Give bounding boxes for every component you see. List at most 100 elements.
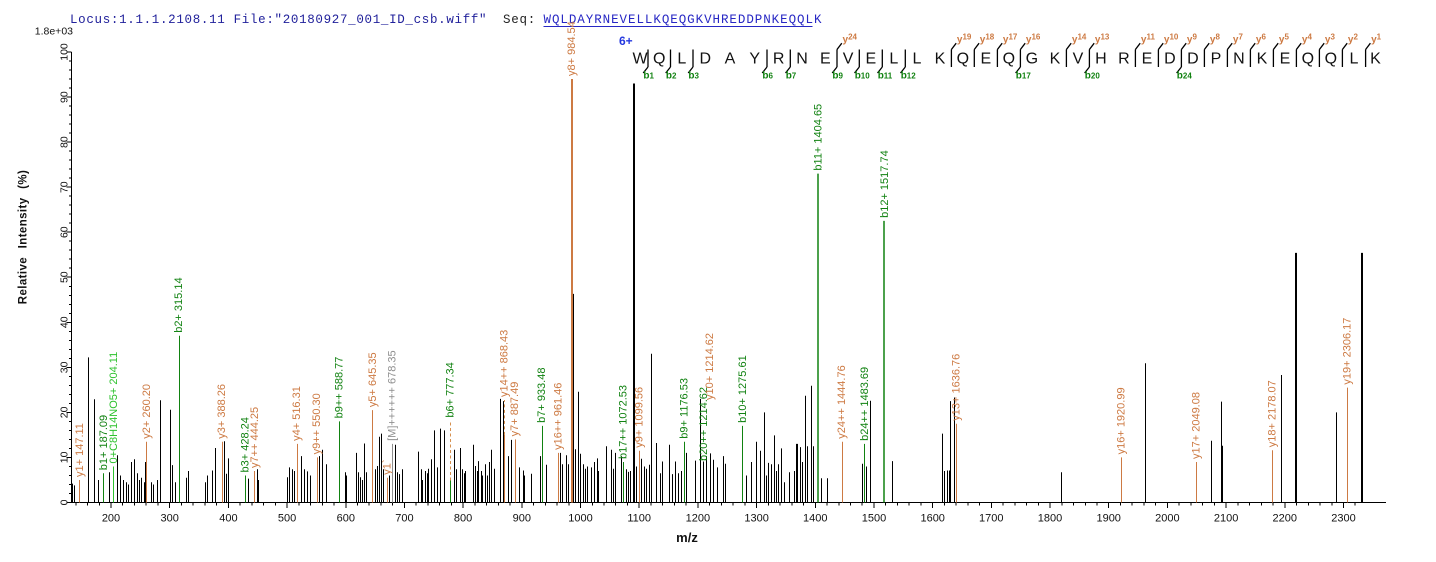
svg-text:K: K (1257, 51, 1268, 68)
svg-text:1200: 1200 (686, 513, 710, 525)
svg-text:6+: 6+ (619, 34, 633, 48)
svg-text:y7: y7 (1233, 33, 1244, 46)
svg-text:1400: 1400 (803, 513, 827, 525)
svg-text:10: 10 (59, 451, 71, 463)
svg-text:W: W (632, 51, 648, 68)
svg-text:R: R (1118, 51, 1130, 68)
svg-text:b6: b6 (762, 71, 773, 82)
svg-text:1800: 1800 (1038, 513, 1062, 525)
svg-text:y24++ 1444.76: y24++ 1444.76 (836, 365, 848, 438)
svg-text:Y: Y (749, 51, 760, 68)
svg-text:b11+ 1404.65: b11+ 1404.65 (813, 104, 825, 171)
svg-text:y18+ 2178.07: y18+ 2178.07 (1267, 380, 1279, 447)
svg-text:y8+ 984.54: y8+ 984.54 (566, 21, 578, 76)
svg-text:2200: 2200 (1273, 513, 1297, 525)
svg-text:y3: y3 (1325, 33, 1336, 46)
svg-text:y4: y4 (1302, 33, 1313, 46)
svg-text:y3+ 388.26: y3+ 388.26 (216, 384, 228, 439)
svg-text:b3: b3 (688, 71, 699, 82)
svg-text:N: N (1233, 51, 1245, 68)
svg-text:y13+ 1636.76: y13+ 1636.76 (950, 354, 962, 421)
svg-text:WQLDAYRNEVELLKQEQGKVHREDDPNKEQ: WQLDAYRNEVELLKQEQGKVHREDDPNKEQQLK (544, 13, 823, 27)
svg-text:K: K (1050, 51, 1061, 68)
svg-text:y17+ 2049.08: y17+ 2049.08 (1191, 392, 1203, 459)
svg-text:y4+ 516.31: y4+ 516.31 (291, 386, 303, 441)
svg-text:b7: b7 (786, 71, 797, 82)
svg-text:1300: 1300 (744, 513, 768, 525)
svg-text:b9+ 1176.53: b9+ 1176.53 (679, 378, 691, 439)
svg-text:y7++ 444.25: y7++ 444.25 (249, 407, 261, 468)
svg-text:y2+ 260.20: y2+ 260.20 (141, 384, 153, 439)
svg-text:L: L (677, 51, 686, 68)
svg-text:Locus:1.1.1.2108.11 File:"2018: Locus:1.1.1.2108.11 File:"20180927_001_I… (70, 13, 487, 27)
svg-text:30: 30 (59, 361, 71, 373)
svg-text:y14++ 868.43: y14++ 868.43 (498, 330, 510, 397)
svg-text:80: 80 (59, 136, 71, 148)
svg-text:L: L (912, 51, 921, 68)
svg-text:L: L (1350, 51, 1359, 68)
svg-text:y9++ 550.30: y9++ 550.30 (311, 393, 323, 454)
svg-text:1600: 1600 (920, 513, 944, 525)
svg-text:m/z: m/z (676, 530, 698, 545)
svg-text:b9: b9 (832, 71, 843, 82)
svg-text:b17++ 1072.53: b17++ 1072.53 (618, 385, 630, 459)
svg-text:0: 0 (59, 499, 71, 505)
svg-text:R: R (773, 51, 785, 68)
svg-text:E: E (865, 51, 876, 68)
svg-text:b20: b20 (1085, 71, 1101, 82)
svg-text:D: D (1187, 51, 1199, 68)
svg-text:Q: Q (653, 51, 665, 68)
svg-text:b7+ 933.48: b7+ 933.48 (536, 368, 548, 423)
svg-text:60: 60 (59, 226, 71, 238)
svg-text:y19+ 2306.17: y19+ 2306.17 (1342, 318, 1354, 385)
svg-text:y7+ 887.49: y7+ 887.49 (509, 382, 521, 437)
svg-text:1100: 1100 (627, 513, 651, 525)
svg-text:1000: 1000 (568, 513, 592, 525)
svg-text:2300: 2300 (1331, 513, 1355, 525)
svg-text:b17: b17 (1016, 71, 1032, 82)
svg-text:1700: 1700 (979, 513, 1003, 525)
svg-text:y16++ 961.46: y16++ 961.46 (553, 383, 565, 450)
svg-text:900: 900 (513, 513, 531, 525)
svg-text:y5+ 645.35: y5+ 645.35 (367, 352, 379, 407)
svg-text:b10: b10 (855, 71, 871, 82)
svg-text:40: 40 (59, 316, 71, 328)
svg-text:y1`: y1` (381, 459, 393, 474)
svg-text:b11: b11 (878, 71, 893, 82)
svg-text:200: 200 (102, 513, 120, 525)
svg-text:H: H (1095, 51, 1107, 68)
svg-text:400: 400 (219, 513, 237, 525)
svg-text:b1+ 187.09: b1+ 187.09 (98, 415, 110, 470)
svg-text:b10+ 1275.61: b10+ 1275.61 (737, 355, 749, 423)
svg-text:D: D (700, 51, 712, 68)
svg-text:90: 90 (59, 91, 71, 103)
svg-text:Q: Q (957, 51, 969, 68)
svg-text:Q: Q (1302, 51, 1314, 68)
svg-text:y1: y1 (1371, 33, 1382, 46)
svg-text:b20++ 1214.62: b20++ 1214.62 (698, 387, 710, 461)
svg-text:y9: y9 (1187, 33, 1198, 46)
svg-text:b9++ 588.77: b9++ 588.77 (334, 357, 346, 419)
svg-text:V: V (1073, 51, 1084, 68)
svg-text:y9+ 1099.56: y9+ 1099.56 (634, 387, 646, 448)
svg-text:1500: 1500 (862, 513, 886, 525)
svg-text:Seq:: Seq: (503, 13, 536, 27)
svg-text:E: E (980, 51, 991, 68)
svg-text:y5: y5 (1279, 33, 1290, 46)
svg-text:800: 800 (454, 513, 472, 525)
svg-text:b6+ 777.34: b6+ 777.34 (444, 362, 456, 417)
svg-text:Q: Q (1003, 51, 1015, 68)
svg-text:b3+ 428.24: b3+ 428.24 (240, 417, 252, 472)
svg-text:y8: y8 (1210, 33, 1221, 46)
svg-text:y2: y2 (1348, 33, 1359, 46)
svg-text:y1+ 147.11: y1+ 147.11 (74, 423, 86, 477)
svg-text:2100: 2100 (1214, 513, 1238, 525)
svg-text:E: E (1142, 51, 1153, 68)
svg-text:100: 100 (59, 43, 71, 61)
svg-text:D: D (1164, 51, 1176, 68)
svg-text:A: A (725, 51, 736, 68)
svg-text:G: G (1026, 51, 1038, 68)
svg-text:N: N (796, 51, 808, 68)
svg-text:E: E (1280, 51, 1291, 68)
svg-text:b24: b24 (1177, 71, 1193, 82)
